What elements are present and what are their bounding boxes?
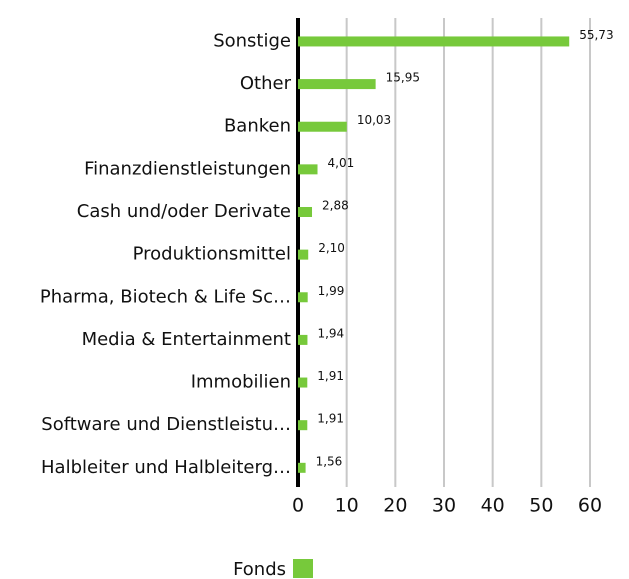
value-label: 2,10 [318, 241, 345, 255]
category-label: Halbleiter und Halbleiterg… [41, 457, 291, 478]
bar [298, 292, 308, 303]
value-label: 1,56 [316, 454, 343, 468]
value-label: 1,91 [317, 412, 344, 426]
legend-swatch [293, 559, 313, 578]
bar [298, 462, 306, 473]
value-label: 15,95 [386, 71, 420, 85]
category-label: Media & Entertainment [82, 329, 291, 350]
x-tick-label: 50 [529, 495, 553, 517]
category-label: Banken [224, 116, 291, 137]
bar [298, 79, 376, 90]
value-label: 2,88 [322, 198, 349, 212]
bar [298, 36, 570, 47]
x-tick-label: 30 [432, 495, 456, 517]
x-tick-label: 60 [578, 495, 602, 517]
category-label: Software und Dienstleistu… [41, 414, 291, 435]
value-label: 1,99 [318, 284, 345, 298]
bar [298, 249, 309, 260]
bar [298, 420, 308, 431]
value-label: 10,03 [357, 113, 391, 127]
bar [298, 334, 308, 345]
category-label: Sonstige [213, 30, 291, 51]
bar [298, 164, 318, 175]
category-label: Finanzdienstleistungen [84, 158, 291, 179]
legend-label: Fonds [233, 559, 286, 579]
value-label: 1,91 [317, 369, 344, 383]
x-tick-label: 20 [383, 495, 407, 517]
category-label: Pharma, Biotech & Life Sc… [40, 286, 291, 307]
x-tick-label: 40 [481, 495, 505, 517]
category-label: Immobilien [191, 372, 291, 393]
category-label: Cash und/oder Derivate [77, 201, 291, 222]
value-label: 1,94 [317, 326, 344, 340]
category-label: Other [240, 73, 292, 94]
bar [298, 206, 313, 217]
bar [298, 121, 347, 132]
x-tick-label: 0 [292, 495, 304, 517]
value-label: 4,01 [328, 156, 355, 170]
category-label: Produktionsmittel [133, 244, 291, 265]
x-tick-label: 10 [335, 495, 359, 517]
value-label: 55,73 [579, 28, 613, 42]
bar [298, 377, 308, 388]
